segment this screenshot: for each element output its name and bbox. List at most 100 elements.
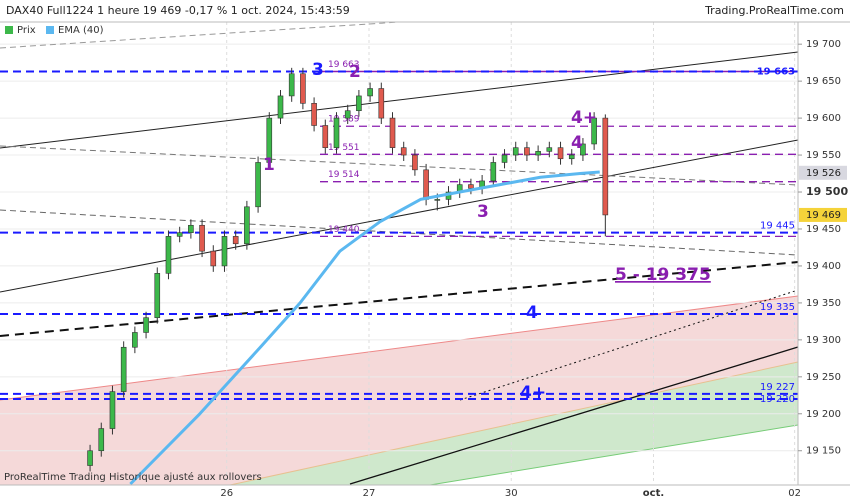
trend-line [229,361,799,486]
y-tick-label: 19 650 [806,76,841,87]
candle-body [322,125,329,148]
zone-label: 19 663 [328,60,360,70]
x-tick-label: 02 [788,488,801,499]
footer: ProRealTime Trading Historique ajusté au… [4,471,262,483]
trend-line [0,139,799,293]
candle-body [288,73,295,97]
candle-body [199,224,205,252]
candle-body [188,224,194,233]
candle-body [221,236,228,267]
annotation: 1 [263,155,275,175]
candle-body [602,117,609,216]
trend-line [0,51,799,149]
candle-body [244,206,250,245]
candle-body [434,199,441,201]
annotation: 4+ [571,108,597,128]
candle-body [109,391,116,429]
y-tick-label: 19 550 [806,150,841,161]
candle-body [512,147,519,156]
candle-body [210,250,217,267]
source: Trading.ProRealTime.com [704,4,844,17]
x-tick-label: 27 [363,488,376,499]
trend-line [429,424,799,486]
candle-body [344,110,351,119]
candle-body [356,95,362,112]
trend-line [349,346,799,485]
y-tick-label: 19 300 [806,335,841,346]
zone-label: 19 440 [328,225,360,235]
candle-body [591,117,597,145]
y-tick-label: 19 700 [806,39,841,50]
plot: 19 663 19 589 19 551 19 514 19 440 19 663 19 4… [0,60,798,486]
level-label: 19 663 [757,67,795,78]
candle-body [412,154,418,171]
candle-body [277,95,284,119]
legend-swatch [46,26,54,34]
candle-body [546,147,553,152]
price-box [799,165,847,180]
y-tick-label: 19 400 [806,261,841,272]
candle-body [120,346,127,392]
x-tick-label: 30 [505,488,518,499]
annotation: 4 [526,303,538,323]
candle-body [300,73,306,104]
trend-line [0,145,799,186]
y-tick-label: 19 450 [806,224,841,235]
y-tick-label: 19 150 [806,446,841,457]
header-bar [0,0,850,22]
candle-body [580,143,586,156]
candle-body [165,236,172,274]
zone-label: 19 514 [328,170,360,180]
annotation: 4 [571,133,583,153]
legend-swatch [5,26,13,34]
annotation: 2 [349,62,361,82]
candle-body [333,117,340,148]
candle-body [501,154,508,163]
annotation: 5 - 19 375 [615,265,711,285]
candle-body [311,103,317,126]
level-label: 19 445 [760,221,795,232]
candle-body [568,154,575,160]
level-label: 19 227 [760,382,795,393]
candle-body [468,184,474,189]
y-tick-label: 19 250 [806,372,841,383]
ema-line [129,170,600,486]
candle-body [98,428,105,452]
price-box-label: 19 526 [806,168,841,179]
candle-body [400,147,407,156]
candle-body [176,232,183,237]
candle-body [557,147,564,160]
legend-label: EMA (40) [58,25,104,36]
candle-body [389,117,396,148]
trend-line [459,289,799,401]
candle-body [535,151,541,156]
candle-body [367,88,373,97]
candle-body [490,162,497,182]
candle-body [378,88,385,119]
y-tick-label: 19 600 [806,113,841,124]
zone-label: 19 551 [328,143,360,153]
legend-label: Prix [17,25,36,36]
price-box [799,207,847,222]
candle-body [255,162,261,208]
price-box-label: 19 469 [806,210,841,221]
candle-body [266,117,273,163]
level-label: 19 220 [760,394,795,405]
annotation: 3 [312,60,324,80]
trend-line [0,209,799,256]
candle-body [143,317,149,333]
candle-body [524,147,530,156]
y-tick-label: 19 500 [806,185,848,198]
x-tick-label: oct. [643,488,664,499]
candle-body [423,169,429,200]
y-tick-label: 19 200 [806,409,841,420]
candle-body [154,273,161,318]
red-zone [0,296,798,485]
x-tick-label: 26 [220,488,233,499]
trend-line [0,19,431,49]
annotation: 4+ [520,383,546,403]
annotation: 3 [477,202,489,222]
y-tick-label: 19 350 [806,298,841,309]
